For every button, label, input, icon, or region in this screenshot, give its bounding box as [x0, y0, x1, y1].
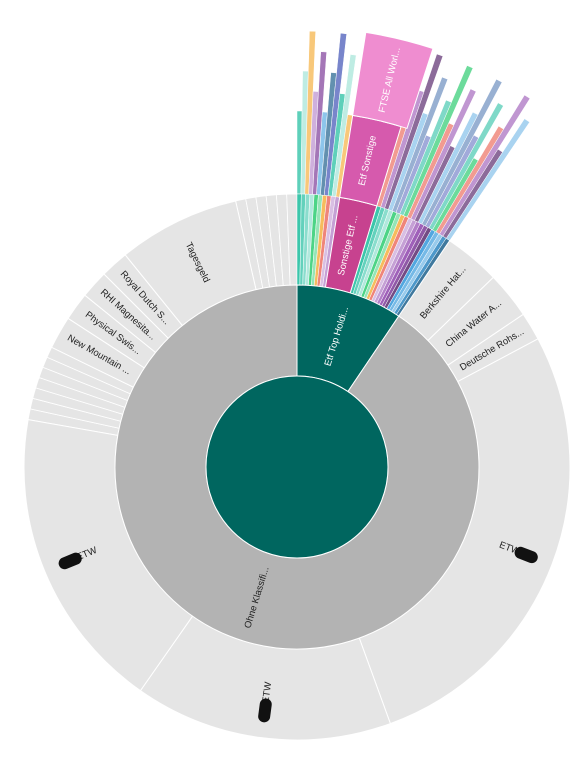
root-layer	[205, 375, 389, 559]
redaction-marks-layer	[58, 546, 538, 723]
redaction-mark	[514, 546, 538, 564]
ring4-layer	[352, 31, 434, 130]
redaction-mark	[58, 552, 82, 570]
ring2-layer	[23, 193, 571, 741]
redaction-mark	[258, 698, 272, 723]
outer-slivers-layer	[296, 30, 531, 242]
ring2-label-etw: ETW	[260, 681, 274, 703]
root-segment[interactable]	[205, 375, 389, 559]
ring4-segment-ftse-all-worl[interactable]	[352, 31, 434, 130]
